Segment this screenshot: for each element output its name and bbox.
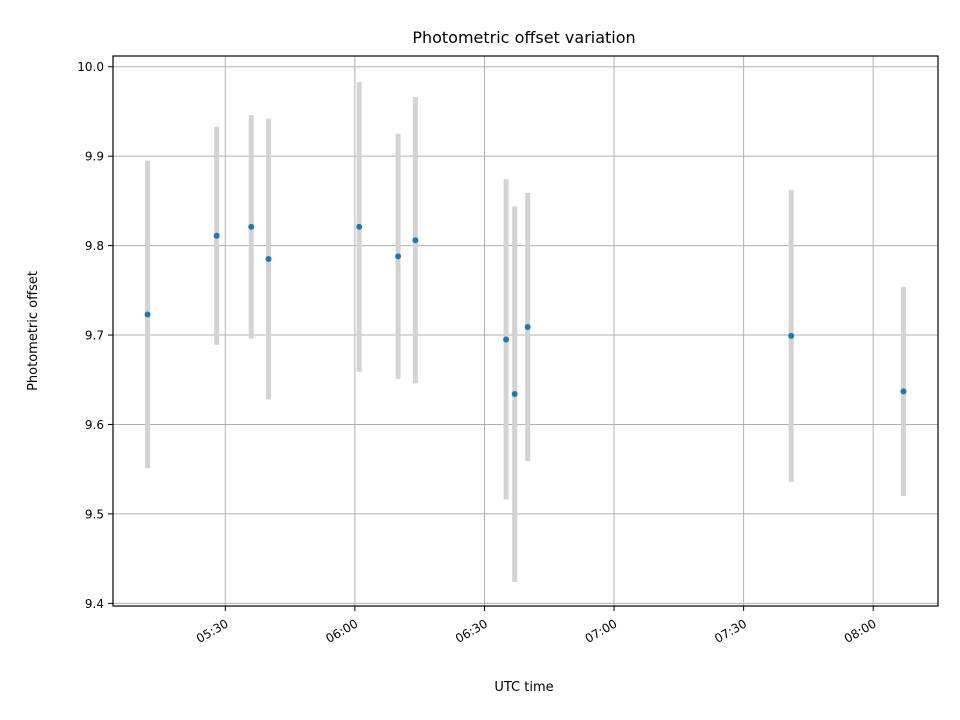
- y-tick-label: 9.9: [85, 150, 104, 164]
- x-tick-label: 06:30: [453, 616, 490, 645]
- chart-title: Photometric offset variation: [412, 28, 635, 47]
- data-point: [356, 223, 363, 230]
- x-tick-label: 07:30: [712, 616, 749, 645]
- plot-frame: [112, 55, 939, 607]
- data-point: [788, 332, 795, 339]
- x-axis-label: UTC time: [494, 680, 553, 695]
- data-point: [213, 232, 220, 239]
- x-tick-label: 08:00: [842, 616, 879, 645]
- y-tick-label: 10.0: [77, 60, 104, 74]
- y-tick-label: 9.6: [85, 418, 104, 432]
- data-point: [524, 323, 531, 330]
- data-point: [395, 253, 402, 260]
- data-point: [503, 336, 510, 343]
- y-tick-label: 9.8: [85, 239, 104, 253]
- x-tick-label: 05:30: [194, 616, 231, 645]
- error-bars: [145, 81, 906, 582]
- y-tick-label: 9.5: [85, 507, 104, 521]
- data-points: [144, 223, 907, 398]
- y-tick-label: 9.4: [85, 597, 104, 611]
- data-point: [248, 223, 255, 230]
- data-point: [511, 391, 518, 398]
- data-point: [144, 311, 151, 318]
- y-tick-label: 9.7: [85, 329, 104, 343]
- data-point: [412, 237, 419, 244]
- y-axis-label: Photometric offset: [26, 271, 41, 391]
- data-point: [265, 256, 272, 263]
- x-tick-label: 06:00: [323, 616, 360, 645]
- data-point: [900, 388, 907, 395]
- axis-ticks: 05:30 06:00 06:30 07:00 07:30 08:00 9.4 9.5 9.6 9…: [77, 60, 878, 646]
- x-tick-label: 07:00: [583, 616, 620, 645]
